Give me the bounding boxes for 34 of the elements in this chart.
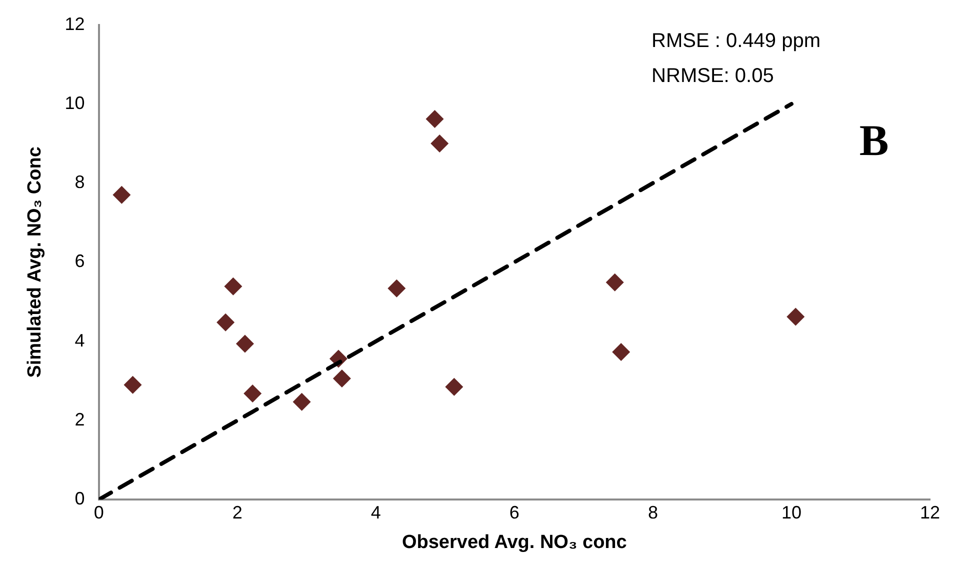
point	[430, 134, 449, 152]
x-tick-label: 4	[370, 502, 381, 522]
annotation: RMSE : 0.449 ppm	[652, 30, 821, 52]
point	[292, 392, 311, 411]
x-axis-title: Observed Avg. NO₃ conc	[402, 532, 628, 553]
y-tick-label: 4	[74, 330, 85, 350]
x-tick-label: 10	[781, 502, 802, 522]
x-tick-label: 12	[920, 502, 940, 522]
point	[786, 308, 805, 326]
y-tick-label: 2	[74, 409, 85, 430]
point	[445, 378, 464, 396]
point	[236, 334, 254, 353]
point	[112, 186, 131, 204]
annotation: B	[859, 116, 889, 165]
x-tick-label: 8	[648, 502, 658, 522]
y-axis-title: Simulated Avg. NO₃ Conc	[24, 146, 46, 378]
point	[332, 370, 351, 388]
point	[224, 277, 242, 296]
point	[244, 384, 262, 403]
x-tick-label: 2	[232, 502, 242, 522]
y-tick-label: 0	[74, 488, 85, 509]
y-tick-label: 12	[64, 14, 85, 34]
point	[606, 273, 624, 292]
point	[216, 313, 235, 332]
point	[612, 343, 630, 362]
point	[426, 110, 444, 128]
x-tick-label: 6	[509, 502, 520, 522]
annotation: NRMSE: 0.05	[652, 64, 774, 87]
y-tick-label: 6	[74, 251, 85, 272]
point	[124, 376, 142, 394]
y-tick-label: 10	[64, 92, 85, 113]
y-tick-label: 8	[74, 172, 85, 192]
x-tick-label: 0	[94, 502, 104, 522]
point	[388, 279, 406, 298]
